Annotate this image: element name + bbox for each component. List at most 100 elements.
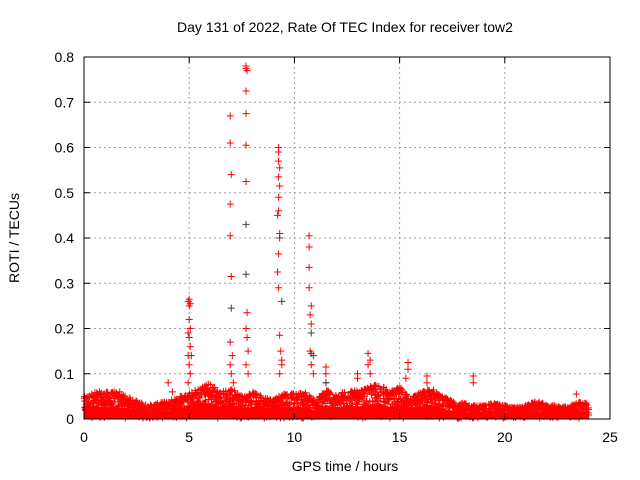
main-point — [227, 171, 235, 179]
baseline-point — [196, 394, 204, 402]
main-point — [242, 110, 250, 118]
baseline-point — [398, 386, 406, 394]
baseline-point — [253, 390, 261, 398]
baseline-point — [326, 389, 334, 397]
main-point — [168, 388, 176, 396]
main-point — [275, 193, 283, 201]
baseline-point — [125, 402, 133, 410]
baseline-point — [583, 401, 591, 409]
main-point — [184, 379, 192, 387]
main-point — [276, 164, 284, 172]
main-point — [226, 361, 234, 369]
main-point — [322, 370, 330, 378]
baseline-point — [215, 395, 223, 403]
data-marks — [80, 62, 593, 422]
baseline-point — [235, 397, 243, 405]
main-point — [185, 302, 193, 310]
y-tick-label: 0.4 — [55, 230, 75, 246]
main-point — [274, 268, 282, 276]
baseline-point — [397, 385, 405, 393]
baseline-density-band — [84, 402, 589, 419]
x-tick-label: 5 — [185, 429, 193, 445]
main-point — [116, 388, 124, 396]
main-point — [276, 331, 284, 339]
main-point — [278, 361, 286, 369]
main-point — [243, 334, 251, 342]
main-point — [305, 232, 313, 240]
main-point — [227, 370, 235, 378]
y-tick-label: 0.3 — [55, 275, 75, 291]
secondary-point — [309, 352, 317, 360]
main-point — [242, 87, 250, 95]
main-point — [364, 349, 372, 357]
baseline-point — [363, 397, 371, 405]
secondary-point — [307, 329, 315, 337]
y-tick-label: 0 — [66, 411, 74, 427]
main-point — [242, 325, 250, 332]
baseline-point — [374, 391, 382, 399]
main-point — [186, 370, 194, 378]
baseline-point — [402, 391, 410, 399]
secondary-point — [227, 304, 235, 312]
x-axis-label: GPS time / hours — [292, 458, 399, 474]
axis-ticks: 0 5 10 15 20 25 0 0.1 0.2 0.3 0.4 0.5 0.6 0.7 0.8 — [55, 49, 618, 445]
secondary-point — [242, 270, 250, 278]
main-point — [275, 148, 283, 156]
main-point — [366, 370, 374, 378]
baseline-point — [105, 393, 113, 401]
main-point — [276, 370, 284, 378]
main-point — [275, 284, 283, 292]
baseline-point — [247, 396, 255, 404]
x-tick-label: 0 — [80, 429, 88, 445]
main-point — [276, 182, 284, 190]
grid — [84, 57, 610, 419]
main-point — [572, 390, 580, 398]
main-point — [469, 379, 477, 387]
main-point — [307, 320, 315, 328]
y-tick-label: 0.5 — [55, 185, 75, 201]
main-point — [242, 177, 250, 185]
y-tick-label: 0.1 — [55, 366, 75, 382]
main-point — [227, 272, 235, 280]
secondary-point — [276, 234, 284, 242]
main-point — [366, 356, 374, 364]
main-point — [404, 365, 412, 373]
baseline-point — [124, 401, 132, 409]
main-point — [423, 379, 431, 387]
main-point — [305, 284, 313, 292]
baseline-point — [252, 389, 260, 397]
main-point — [242, 141, 250, 149]
main-point — [243, 309, 251, 317]
main-point — [275, 207, 283, 215]
main-point — [322, 363, 330, 371]
main-point — [423, 372, 431, 380]
secondary-point — [242, 220, 250, 228]
main-point — [226, 112, 234, 120]
main-point — [307, 361, 315, 369]
main-point — [185, 334, 193, 342]
main-point — [305, 243, 313, 251]
secondary-point — [322, 379, 330, 387]
main-point — [186, 325, 194, 332]
plot-frame — [83, 56, 611, 420]
baseline-point — [417, 397, 425, 405]
main-point — [275, 250, 283, 258]
main-point — [243, 67, 251, 75]
baseline-point — [372, 382, 380, 390]
main-point — [228, 352, 236, 360]
x-tick-label: 20 — [497, 429, 513, 445]
baseline-point — [294, 396, 302, 404]
baseline-point — [286, 399, 294, 407]
main-point — [226, 200, 234, 208]
baseline-point — [231, 387, 239, 395]
baseline-point — [584, 404, 592, 412]
baseline-point — [550, 402, 558, 410]
y-tick-label: 0.8 — [55, 49, 75, 65]
main-point — [226, 232, 234, 240]
main-point — [404, 358, 412, 366]
main-point — [186, 343, 194, 351]
main-point — [229, 379, 237, 387]
main-point — [469, 372, 477, 380]
main-point — [354, 374, 362, 382]
